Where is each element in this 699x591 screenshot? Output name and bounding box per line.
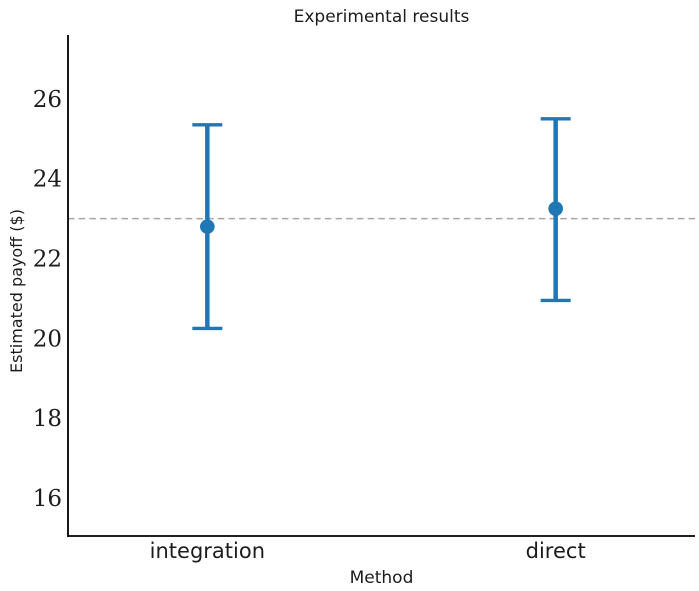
- data-point: [200, 219, 215, 234]
- x-category-label: integration: [150, 539, 265, 563]
- y-tick-label: 26: [33, 87, 62, 113]
- y-tick-label: 20: [33, 326, 62, 352]
- y-axis-label: Estimated payoff ($): [7, 209, 26, 373]
- data-point: [548, 201, 563, 216]
- chart-title: Experimental results: [293, 7, 470, 27]
- y-tick-label: 18: [33, 406, 62, 432]
- y-tick-label: 24: [33, 167, 62, 193]
- y-tick-label: 16: [33, 486, 62, 512]
- y-tick-label: 22: [33, 247, 62, 273]
- x-category-label: direct: [526, 539, 586, 563]
- x-axis-label: Method: [349, 568, 414, 588]
